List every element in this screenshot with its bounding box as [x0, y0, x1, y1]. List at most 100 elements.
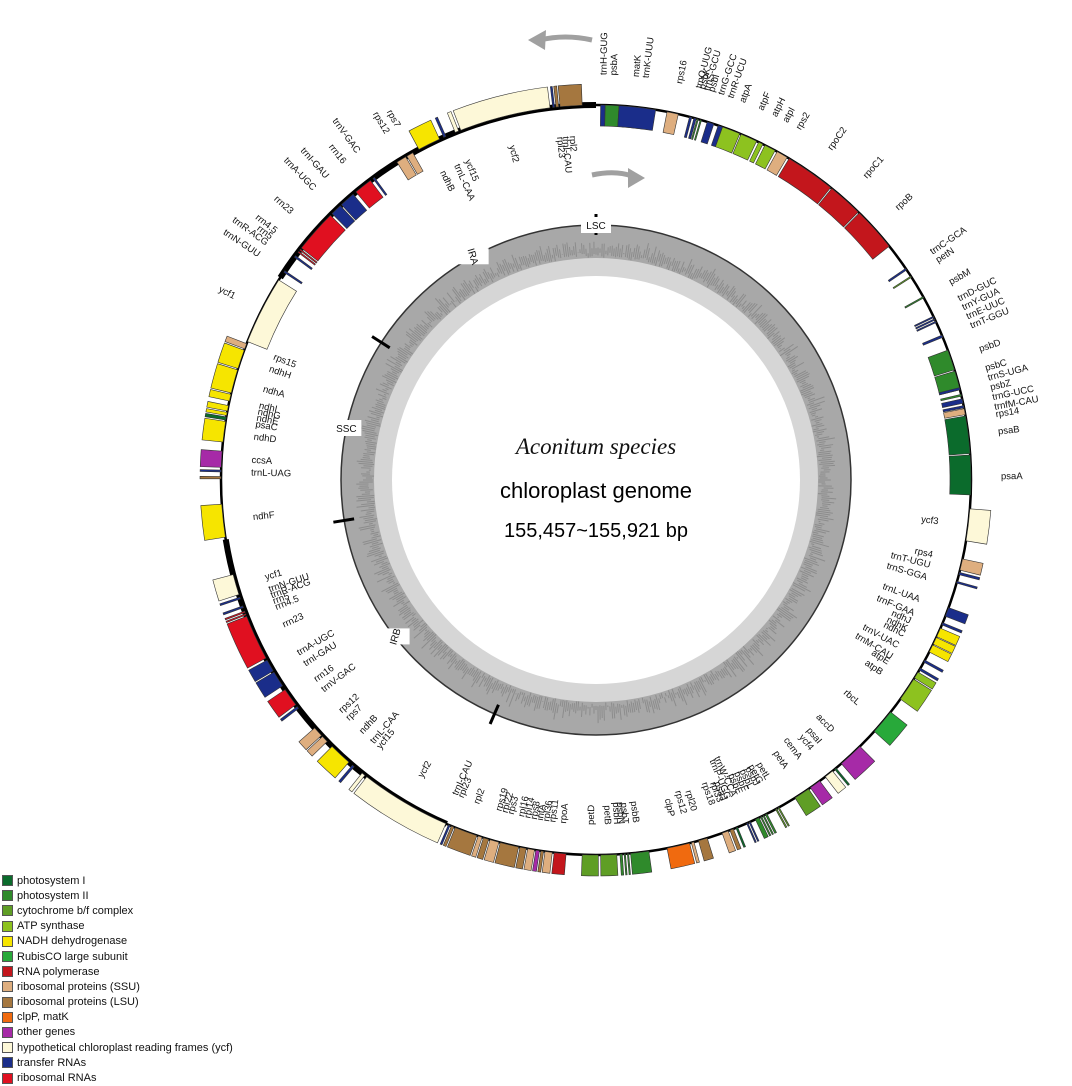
- gene-trnt-ggu: [923, 335, 943, 345]
- legend-swatch: [2, 1042, 13, 1053]
- legend-item-rpo: RNA polymerase: [2, 964, 233, 979]
- legend-item-trn: transfer RNAs: [2, 1055, 233, 1070]
- gc-tick: [822, 506, 827, 507]
- species-title: Aconitum species: [0, 434, 1072, 460]
- gene-label-rpoc2: rpoC2: [826, 125, 850, 152]
- legend-label: transfer RNAs: [17, 1057, 86, 1069]
- gene-label-rpob: rpoB: [893, 191, 915, 213]
- gene-psbm: [905, 297, 924, 308]
- gene-psbt: [627, 854, 630, 875]
- gene-rpoa: [552, 853, 566, 875]
- gc-tick: [676, 693, 677, 695]
- legend-label: RNA polymerase: [17, 966, 100, 978]
- gc-tick: [572, 250, 573, 255]
- legend-label: cytochrome b/f complex: [17, 905, 133, 917]
- gc-tick: [780, 348, 781, 349]
- legend-swatch: [2, 875, 13, 886]
- gene-psbh: [620, 854, 624, 875]
- legend-item-clp: clpP, matK: [2, 1010, 233, 1025]
- legend-label: other genes: [17, 1026, 75, 1038]
- gene-psba: [605, 105, 619, 127]
- gene-label-rbcl: rbcL: [841, 688, 862, 708]
- gene-label-trni-cau: trnI-CAU: [450, 759, 475, 797]
- gene-label-rrn16: rrn16: [326, 142, 348, 166]
- gc-tick: [450, 303, 451, 304]
- gene-label-clpp: clpP: [662, 797, 677, 817]
- legend-label: photosystem II: [17, 890, 89, 902]
- legend-swatch: [2, 1057, 13, 1068]
- legend-swatch: [2, 890, 13, 901]
- gene-label-ndha: ndhA: [262, 384, 287, 401]
- gene-ndhb: [317, 746, 349, 778]
- legend-swatch: [2, 1027, 13, 1038]
- legend-label: ribosomal RNAs: [17, 1072, 96, 1084]
- legend-label: photosystem I: [17, 875, 85, 887]
- legend-label: hypothetical chloroplast reading frames …: [17, 1042, 233, 1054]
- arrow-counterclockwise: [540, 37, 592, 40]
- gene-petd: [581, 855, 598, 876]
- gene-label-peta: petA: [770, 749, 790, 772]
- legend-item-oth: other genes: [2, 1025, 233, 1040]
- gene-label-psbm: psbM: [947, 267, 973, 288]
- legend-item-ps1: photosystem I: [2, 873, 233, 888]
- gc-tick: [582, 243, 583, 254]
- legend-item-ycf: hypothetical chloroplast reading frames …: [2, 1040, 233, 1055]
- gc-tick: [616, 707, 617, 714]
- gene-petb: [601, 854, 618, 876]
- gene-ycf2: [453, 87, 550, 130]
- gene-label-ycf2: ycf2: [416, 759, 434, 780]
- gc-tick: [456, 301, 457, 302]
- gene-label-ycf1: ycf1: [217, 284, 238, 302]
- gene-trns-gga: [957, 581, 978, 589]
- legend-swatch: [2, 921, 13, 932]
- gene-accd: [841, 746, 874, 779]
- gene-trnv-uac: [924, 660, 944, 672]
- gene-trnn-guu: [284, 271, 302, 284]
- legend-swatch: [2, 966, 13, 977]
- gene-rps16: [663, 112, 678, 135]
- gene-rpl16: [495, 843, 519, 868]
- gene-trnl-uaa: [945, 608, 968, 624]
- gc-tick: [641, 255, 642, 258]
- arrow-clockwise-head: [628, 168, 645, 188]
- gene-petn: [893, 276, 911, 289]
- region-label-lsc: LSC: [586, 221, 605, 232]
- gene-ycf4: [825, 771, 845, 793]
- gene-label-ycf2: ycf2: [506, 144, 521, 164]
- legend: photosystem I photosystem II cytochrome b/…: [2, 873, 233, 1086]
- arrow-counterclockwise-head: [528, 30, 546, 50]
- gene-label-rrn23: rrn23: [281, 611, 306, 630]
- legend-item-rbc: RubisCO large subunit: [2, 949, 233, 964]
- gene-label-petb: petB: [601, 805, 613, 825]
- gene-rps4: [960, 559, 983, 575]
- legend-item-lsu: ribosomal proteins (LSU): [2, 995, 233, 1010]
- gc-tick: [612, 246, 613, 256]
- gene-trng-gcc: [701, 122, 714, 144]
- arrow-clockwise: [592, 173, 632, 176]
- gene-label-trnk-uuu: trnK-UUU: [641, 36, 657, 78]
- gene-label-petd: petD: [586, 805, 597, 825]
- legend-label: RubisCO large subunit: [17, 951, 128, 963]
- gene-psbn: [624, 854, 627, 875]
- gene-ndhb: [409, 120, 440, 149]
- legend-item-ps2: photosystem II: [2, 888, 233, 903]
- legend-label: ribosomal proteins (SSU): [17, 981, 140, 993]
- gene-rpl20: [698, 838, 713, 861]
- gene-psbb: [631, 851, 652, 874]
- gene-rps11: [542, 852, 552, 874]
- gene-trnk-uuu: [618, 106, 656, 131]
- gc-tick: [363, 466, 372, 467]
- gene-label-rps16: rps16: [674, 59, 690, 85]
- gene-label-psbd: psbD: [978, 337, 1003, 355]
- legend-label: clpP, matK: [17, 1011, 69, 1023]
- gene-label-rrn23: rrn23: [272, 194, 296, 217]
- genome-title: chloroplast genome: [0, 478, 1072, 504]
- legend-swatch: [2, 981, 13, 992]
- legend-item-cyt: cytochrome b/f complex: [2, 903, 233, 918]
- gene-trnl-uag: [200, 470, 221, 472]
- legend-item-atp: ATP synthase: [2, 919, 233, 934]
- gene-rpl2: [558, 84, 582, 106]
- legend-swatch: [2, 1012, 13, 1023]
- gene-label-rps2: rps2: [794, 111, 813, 133]
- legend-swatch: [2, 1073, 13, 1084]
